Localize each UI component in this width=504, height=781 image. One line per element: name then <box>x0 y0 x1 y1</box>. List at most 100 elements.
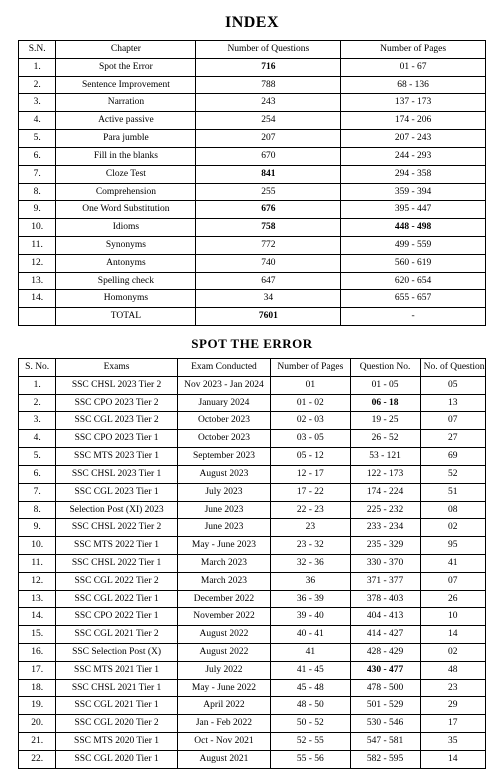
table-cell: 02 - 03 <box>271 412 350 430</box>
table-cell: 1. <box>19 376 56 394</box>
table-cell: 52 <box>420 465 485 483</box>
table-cell: Sentence Improvement <box>56 76 196 94</box>
table-cell: 20. <box>19 715 56 733</box>
table-row: 2.SSC CPO 2023 Tier 2January 202401 - 02… <box>19 394 486 412</box>
table-cell: 6. <box>19 465 56 483</box>
table-cell: 02 <box>420 519 485 537</box>
table-cell: 10. <box>19 219 56 237</box>
table-cell: 174 - 224 <box>350 483 420 501</box>
table-cell: December 2022 <box>177 590 270 608</box>
spot-header-cell: Exam Conducted <box>177 359 270 377</box>
table-cell: Idioms <box>56 219 196 237</box>
table-cell: SSC MTS 2023 Tier 1 <box>56 448 177 466</box>
table-cell: SSC CPO 2023 Tier 2 <box>56 394 177 412</box>
table-cell: Synonyms <box>56 236 196 254</box>
table-cell: Nov 2023 - Jan 2024 <box>177 376 270 394</box>
table-cell: 4. <box>19 112 56 130</box>
table-cell: 45 - 48 <box>271 679 350 697</box>
table-cell: 48 <box>420 661 485 679</box>
table-cell: March 2023 <box>177 572 270 590</box>
table-cell: 36 <box>271 572 350 590</box>
index-header-cell: Number of Questions <box>196 41 341 59</box>
table-row: 14.SSC CPO 2022 Tier 1November 202239 - … <box>19 608 486 626</box>
table-row: 8.Comprehension255359 - 394 <box>19 183 486 201</box>
table-cell: October 2023 <box>177 412 270 430</box>
table-cell: 243 <box>196 94 341 112</box>
table-cell: 137 - 173 <box>341 94 486 112</box>
table-cell: August 2022 <box>177 626 270 644</box>
spot-header-cell: No. of Question <box>420 359 485 377</box>
table-cell: 670 <box>196 147 341 165</box>
total-cell: - <box>341 308 486 326</box>
table-cell: 3. <box>19 94 56 112</box>
table-cell: August 2021 <box>177 750 270 768</box>
table-row: 9.One Word Substitution676395 - 447 <box>19 201 486 219</box>
table-row: 16.SSC Selection Post (X)August 20224142… <box>19 644 486 662</box>
table-cell: 560 - 619 <box>341 254 486 272</box>
table-row: 7.Cloze Test841294 - 358 <box>19 165 486 183</box>
table-cell: 2. <box>19 394 56 412</box>
table-row: 15.SSC CGL 2021 Tier 2August 202240 - 41… <box>19 626 486 644</box>
table-cell: 294 - 358 <box>341 165 486 183</box>
table-cell: March 2023 <box>177 554 270 572</box>
table-cell: 174 - 206 <box>341 112 486 130</box>
table-cell: 05 - 12 <box>271 448 350 466</box>
table-row: 1.SSC CHSL 2023 Tier 2Nov 2023 - Jan 202… <box>19 376 486 394</box>
table-cell: 10. <box>19 537 56 555</box>
table-cell: SSC CGL 2021 Tier 1 <box>56 697 177 715</box>
total-cell: 7601 <box>196 308 341 326</box>
table-cell: 40 - 41 <box>271 626 350 644</box>
table-cell: 233 - 234 <box>350 519 420 537</box>
table-cell: Homonyms <box>56 290 196 308</box>
table-cell: 08 <box>420 501 485 519</box>
table-row: 10.Idioms758448 - 498 <box>19 219 486 237</box>
table-cell: 207 <box>196 130 341 148</box>
table-cell: 359 - 394 <box>341 183 486 201</box>
table-row: 20.SSC CGL 2020 Tier 2Jan - Feb 202250 -… <box>19 715 486 733</box>
table-cell: 05 <box>420 376 485 394</box>
table-cell: 254 <box>196 112 341 130</box>
table-row: 5.SSC MTS 2023 Tier 1September 202305 - … <box>19 448 486 466</box>
table-cell: 13 <box>420 394 485 412</box>
spot-header-cell: Question No. <box>350 359 420 377</box>
table-row: 18.SSC CHSL 2021 Tier 1May - June 202245… <box>19 679 486 697</box>
table-cell: SSC CHSL 2021 Tier 1 <box>56 679 177 697</box>
table-cell: Spelling check <box>56 272 196 290</box>
table-cell: Selection Post (XI) 2023 <box>56 501 177 519</box>
table-row: 9.SSC CHSL 2022 Tier 2June 202323233 - 2… <box>19 519 486 537</box>
table-cell: 235 - 329 <box>350 537 420 555</box>
table-cell: 23 - 32 <box>271 537 350 555</box>
table-cell: SSC MTS 2022 Tier 1 <box>56 537 177 555</box>
spot-header-cell: Number of Pages <box>271 359 350 377</box>
table-cell: 12 - 17 <box>271 465 350 483</box>
table-row: 8.Selection Post (XI) 2023June 202322 - … <box>19 501 486 519</box>
table-cell: 9. <box>19 201 56 219</box>
table-cell: SSC CGL 2022 Tier 2 <box>56 572 177 590</box>
table-row: 17.SSC MTS 2021 Tier 1July 202241 - 4543… <box>19 661 486 679</box>
table-cell: 499 - 559 <box>341 236 486 254</box>
table-cell: 6. <box>19 147 56 165</box>
table-cell: SSC MTS 2020 Tier 1 <box>56 733 177 751</box>
table-cell: 26 <box>420 590 485 608</box>
table-cell: SSC CGL 2020 Tier 1 <box>56 750 177 768</box>
table-cell: 12. <box>19 254 56 272</box>
spot-header-cell: S. No. <box>19 359 56 377</box>
table-cell: 448 - 498 <box>341 219 486 237</box>
table-cell: 10 <box>420 608 485 626</box>
table-cell: 371 - 377 <box>350 572 420 590</box>
table-row: 21.SSC MTS 2020 Tier 1Oct - Nov 202152 -… <box>19 733 486 751</box>
table-cell: 07 <box>420 412 485 430</box>
table-row: 4.SSC CPO 2023 Tier 1October 202303 - 05… <box>19 430 486 448</box>
table-row: 12.Antonyms740560 - 619 <box>19 254 486 272</box>
table-cell: 547 - 581 <box>350 733 420 751</box>
table-cell: Cloze Test <box>56 165 196 183</box>
table-cell: 15. <box>19 626 56 644</box>
table-cell: 29 <box>420 697 485 715</box>
table-row: 7.SSC CGL 2023 Tier 1July 202317 - 22174… <box>19 483 486 501</box>
table-cell: Oct - Nov 2021 <box>177 733 270 751</box>
table-row: 4.Active passive254174 - 206 <box>19 112 486 130</box>
index-header-cell: S.N. <box>19 41 56 59</box>
table-cell: 22. <box>19 750 56 768</box>
table-cell: SSC MTS 2021 Tier 1 <box>56 661 177 679</box>
table-cell: 52 - 55 <box>271 733 350 751</box>
